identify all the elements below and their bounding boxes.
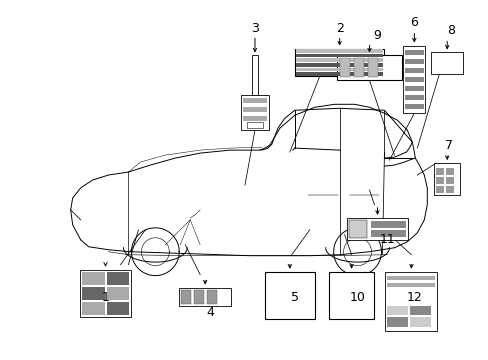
Bar — [446, 177, 453, 184]
Bar — [241, 95, 268, 130]
Bar — [433, 163, 459, 195]
Text: 3: 3 — [250, 22, 258, 35]
Bar — [385, 272, 436, 332]
Bar — [409, 306, 430, 315]
Bar — [81, 272, 104, 285]
Bar — [295, 58, 383, 62]
Bar — [81, 302, 104, 315]
Bar — [246, 122, 263, 128]
Bar — [370, 221, 406, 228]
Bar — [251, 55, 258, 95]
Bar — [179, 288, 230, 306]
Bar — [295, 49, 383, 53]
Bar — [243, 116, 266, 121]
Bar — [328, 272, 374, 319]
Text: 8: 8 — [447, 24, 454, 37]
Bar — [294, 49, 384, 76]
Bar — [386, 276, 434, 280]
Bar — [295, 72, 383, 76]
Bar — [295, 54, 383, 57]
Bar — [404, 95, 423, 100]
Bar — [336, 55, 401, 80]
Text: 6: 6 — [409, 16, 417, 29]
Text: 2: 2 — [335, 22, 343, 35]
Text: 7: 7 — [444, 139, 452, 152]
Bar — [264, 272, 314, 319]
Bar — [404, 68, 423, 73]
Bar — [370, 230, 406, 237]
Bar — [404, 86, 423, 91]
Text: 9: 9 — [373, 29, 381, 42]
Bar — [367, 58, 377, 77]
Bar — [106, 272, 129, 285]
Bar — [404, 104, 423, 109]
Bar — [194, 289, 203, 303]
Bar — [81, 287, 104, 300]
Bar — [404, 77, 423, 82]
Bar — [403, 45, 425, 113]
Text: 4: 4 — [206, 306, 214, 319]
Bar — [404, 50, 423, 55]
Bar — [430, 53, 462, 75]
Bar — [348, 220, 366, 238]
Bar — [435, 177, 443, 184]
Bar — [409, 318, 430, 328]
Text: 11: 11 — [379, 233, 394, 246]
Bar — [353, 58, 363, 77]
Bar — [346, 218, 407, 240]
Text: 12: 12 — [406, 291, 421, 304]
Bar — [435, 186, 443, 193]
Bar — [386, 306, 407, 315]
Bar — [435, 168, 443, 175]
Bar — [243, 98, 266, 103]
Bar — [295, 68, 383, 71]
Bar — [340, 58, 349, 77]
Bar — [295, 63, 383, 67]
Bar — [243, 107, 266, 112]
Bar — [386, 318, 407, 328]
Text: 1: 1 — [102, 291, 109, 304]
Text: 10: 10 — [349, 291, 365, 304]
Bar — [446, 168, 453, 175]
Bar — [207, 289, 217, 303]
Text: 5: 5 — [290, 291, 298, 304]
Bar — [404, 59, 423, 64]
Bar — [106, 287, 129, 300]
Bar — [446, 186, 453, 193]
Bar — [181, 289, 191, 303]
Bar — [386, 283, 434, 287]
Bar — [106, 302, 129, 315]
Bar — [80, 270, 131, 318]
